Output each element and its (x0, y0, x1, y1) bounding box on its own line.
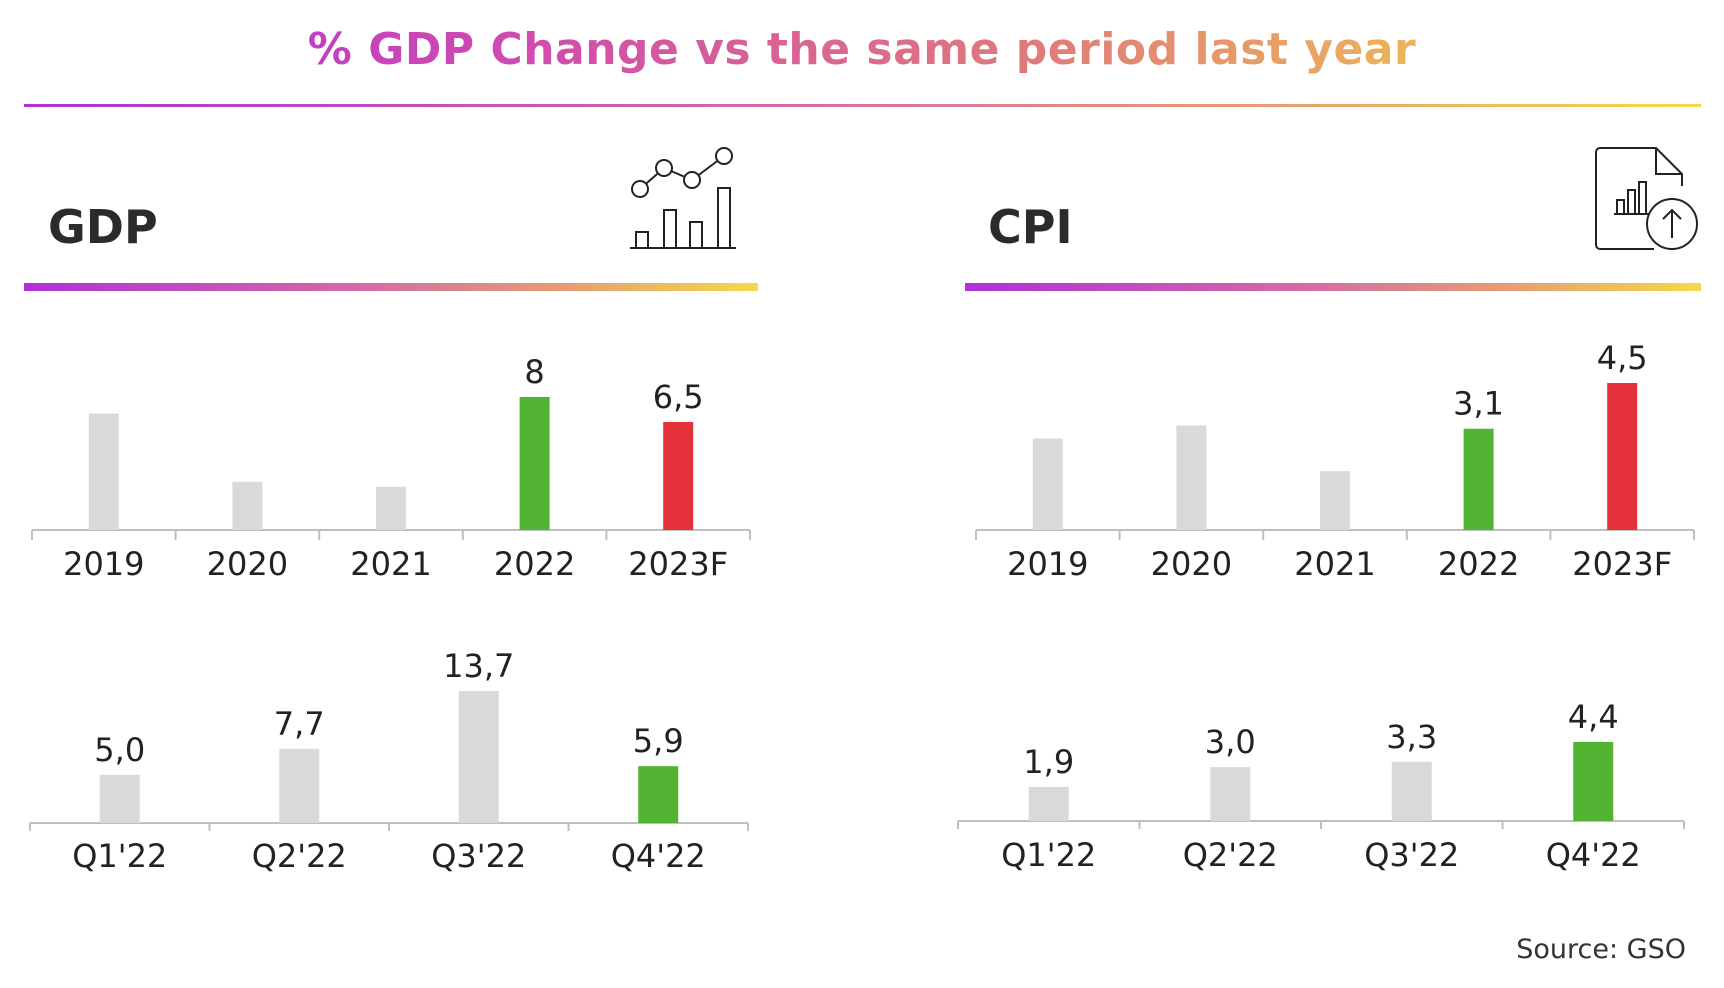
cpi-annual-bar (1320, 471, 1350, 530)
gdp-annual-bar (663, 421, 694, 530)
gdp-quarterly-tick-label: Q4'22 (611, 837, 706, 875)
cpi-annual-data-label: 3,1 (1453, 385, 1504, 423)
gdp-annual-tick-label: 2022 (494, 545, 575, 583)
cpi-quarterly-bar (1391, 761, 1432, 821)
cpi-quarterly-bar (1210, 767, 1251, 821)
gdp-quarterly-bar (279, 748, 320, 823)
cpi-annual-bar (1463, 428, 1494, 530)
cpi-quarterly-data-label: 1,9 (1023, 743, 1074, 781)
cpi-quarterly-tick-label: Q3'22 (1364, 836, 1459, 874)
cpi-annual-tick-label: 2021 (1294, 545, 1375, 583)
gdp-heading: GDP (48, 200, 158, 254)
gdp-quarterly-data-label: 13,7 (443, 647, 514, 685)
cpi-annual-data-label: 4,5 (1597, 339, 1648, 377)
gdp-quarterly-data-label: 5,0 (94, 731, 145, 769)
gdp-annual-bar (232, 481, 263, 530)
cpi-quarterly-data-label: 4,4 (1568, 698, 1619, 736)
gdp-quarterly-bar (458, 691, 499, 823)
cpi-quarterly-data-label: 3,3 (1386, 718, 1437, 756)
gdp-annual-tick-label: 2021 (350, 545, 431, 583)
cpi-quarterly-bar (1573, 742, 1614, 821)
gdp-annual-tick-label: 2020 (207, 545, 288, 583)
cpi-annual-tick-label: 2020 (1151, 545, 1232, 583)
gdp-annual-bar (376, 486, 406, 530)
report-upload-icon (1595, 147, 1698, 250)
cpi-divider (965, 283, 1701, 291)
cpi-quarterly-tick-label: Q1'22 (1001, 836, 1096, 874)
cpi-heading: CPI (988, 200, 1073, 254)
cpi-annual-bar (1607, 383, 1638, 530)
gdp-quarterly-tick-label: Q2'22 (252, 837, 347, 875)
source-note: Source: GSO (1516, 934, 1686, 965)
gdp-annual-bar (519, 397, 550, 530)
gdp-quarterly-tick-label: Q3'22 (431, 837, 526, 875)
gdp-quarterly-data-label: 5,9 (633, 722, 684, 760)
cpi-annual-bar (1032, 438, 1063, 530)
gdp-annual-tick-label: 2023F (628, 545, 728, 583)
cpi-quarterly-bar (1028, 786, 1069, 821)
cpi-annual-tick-label: 2023F (1572, 545, 1672, 583)
cpi-quarterly-tick-label: Q2'22 (1183, 836, 1278, 874)
chart-growth-icon (630, 147, 736, 249)
gdp-divider (24, 283, 758, 291)
gdp-quarterly-bar (638, 766, 679, 823)
page-title: % GDP Change vs the same period last yea… (0, 24, 1724, 75)
cpi-annual-tick-label: 2022 (1438, 545, 1519, 583)
gdp-quarterly-data-label: 7,7 (274, 705, 325, 743)
cpi-quarterly-tick-label: Q4'22 (1546, 836, 1641, 874)
gdp-quarterly-tick-label: Q1'22 (72, 837, 167, 875)
gdp-annual-bar (88, 413, 119, 530)
gdp-annual-data-label: 6,5 (653, 378, 704, 416)
gdp-annual-tick-label: 2019 (63, 545, 144, 583)
cpi-annual-bar (1176, 425, 1207, 530)
gdp-annual-data-label: 8 (524, 353, 544, 391)
cpi-quarterly-data-label: 3,0 (1205, 723, 1256, 761)
title-divider (24, 104, 1701, 107)
cpi-annual-tick-label: 2019 (1007, 545, 1088, 583)
gdp-quarterly-bar (99, 774, 140, 823)
